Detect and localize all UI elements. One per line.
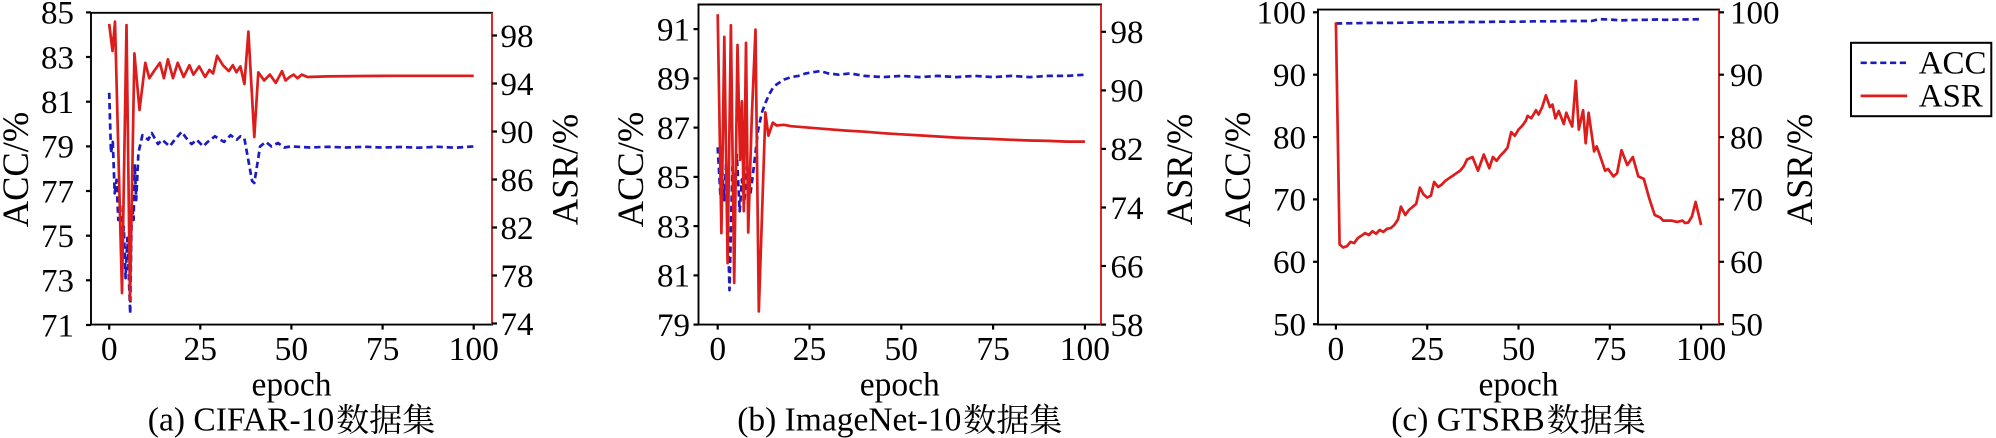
svg-text:50: 50 [1502, 331, 1536, 368]
svg-text:epoch: epoch [1479, 367, 1559, 404]
svg-text:89: 89 [657, 62, 690, 98]
svg-text:79: 79 [41, 130, 74, 166]
svg-text:66: 66 [1111, 249, 1144, 285]
svg-text:60: 60 [1730, 245, 1763, 281]
svg-text:75: 75 [41, 219, 74, 255]
svg-text:78: 78 [501, 259, 534, 295]
svg-text:86: 86 [501, 163, 534, 199]
svg-text:74: 74 [501, 307, 534, 343]
svg-text:85: 85 [657, 160, 690, 196]
svg-text:epoch: epoch [252, 367, 332, 404]
svg-text:80: 80 [1730, 120, 1763, 156]
svg-text:82: 82 [501, 211, 534, 247]
svg-text:83: 83 [41, 40, 74, 76]
svg-text:87: 87 [657, 111, 690, 147]
svg-text:91: 91 [657, 12, 690, 48]
svg-text:ASR/%: ASR/% [1779, 114, 1820, 226]
svg-text:epoch: epoch [860, 367, 940, 404]
svg-text:60: 60 [1273, 245, 1306, 281]
svg-text:0: 0 [1328, 331, 1345, 368]
svg-text:94: 94 [501, 67, 534, 103]
svg-text:90: 90 [1730, 58, 1763, 94]
svg-text:80: 80 [1273, 120, 1306, 156]
svg-text:90: 90 [1273, 58, 1306, 94]
svg-text:100: 100 [1257, 0, 1307, 32]
svg-text:82: 82 [1111, 132, 1144, 168]
svg-text:25: 25 [793, 331, 827, 368]
svg-text:100: 100 [1060, 331, 1110, 368]
svg-text:58: 58 [1111, 308, 1144, 344]
svg-text:100: 100 [1676, 331, 1726, 368]
svg-text:75: 75 [366, 331, 400, 368]
svg-text:74: 74 [1111, 191, 1144, 227]
svg-text:98: 98 [501, 19, 534, 55]
svg-text:50: 50 [1273, 308, 1306, 344]
svg-text:25: 25 [184, 331, 218, 368]
svg-text:(b) ImageNet-10: (b) ImageNet-10 [737, 401, 961, 438]
svg-text:77: 77 [41, 174, 74, 210]
svg-text:50: 50 [275, 331, 309, 368]
svg-text:75: 75 [976, 331, 1010, 368]
svg-text:71: 71 [41, 308, 74, 344]
svg-text:85: 85 [41, 0, 74, 32]
svg-text:73: 73 [41, 264, 74, 300]
svg-text:(a) CIFAR-10: (a) CIFAR-10 [148, 401, 334, 438]
svg-text:ACC: ACC [1919, 46, 1987, 82]
svg-text:98: 98 [1111, 15, 1144, 51]
svg-text:79: 79 [657, 308, 690, 344]
svg-text:50: 50 [885, 331, 919, 368]
svg-text:50: 50 [1730, 308, 1763, 344]
svg-text:ACC/%: ACC/% [610, 112, 651, 228]
svg-text:ASR: ASR [1919, 79, 1983, 115]
svg-text:0: 0 [709, 331, 726, 368]
svg-text:ACC/%: ACC/% [0, 112, 36, 228]
svg-text:90: 90 [501, 115, 534, 151]
svg-text:ACC/%: ACC/% [1217, 112, 1258, 228]
svg-text:70: 70 [1273, 183, 1306, 219]
svg-text:100: 100 [1730, 0, 1780, 32]
svg-text:(c) GTSRB: (c) GTSRB [1391, 401, 1545, 438]
svg-text:25: 25 [1410, 331, 1444, 368]
svg-text:81: 81 [41, 85, 74, 121]
svg-text:70: 70 [1730, 183, 1763, 219]
svg-text:100: 100 [449, 331, 499, 368]
svg-text:ASR/%: ASR/% [545, 114, 586, 226]
svg-text:ASR/%: ASR/% [1159, 114, 1200, 226]
svg-text:0: 0 [101, 331, 118, 368]
svg-text:75: 75 [1593, 331, 1627, 368]
svg-text:90: 90 [1111, 74, 1144, 110]
svg-text:83: 83 [657, 209, 690, 245]
svg-text:81: 81 [657, 259, 690, 295]
